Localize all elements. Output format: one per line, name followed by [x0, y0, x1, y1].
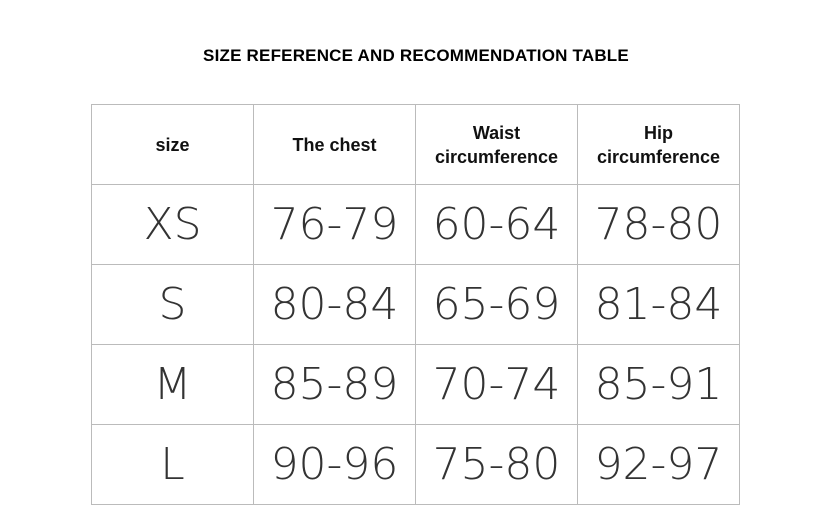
size-table: size The chest Waist circumference Hip circ… [91, 104, 740, 505]
cell: S [91, 264, 254, 345]
cell: L [91, 424, 254, 505]
cell: 80-84 [253, 264, 416, 345]
cell: 70-74 [415, 344, 578, 425]
header-cell: Hip circumference [577, 104, 740, 185]
row: XS 76-79 60-64 78-80 [91, 184, 740, 265]
row: S 80-84 65-69 81-84 [91, 264, 740, 345]
header-cell: Waist circumference [415, 104, 578, 185]
row: L 90-96 75-80 92-97 [91, 424, 740, 505]
cell: XS [91, 184, 254, 265]
title: SIZE REFERENCE AND RECOMMENDATION TABLE [203, 46, 629, 65]
header-cell: The chest [253, 104, 416, 185]
cell: 65-69 [415, 264, 578, 345]
cell: 81-84 [577, 264, 740, 345]
table-body: XS 76-79 60-64 78-80 S 80-84 65-69 81-84 M 85-89 7… [91, 184, 740, 505]
cell: 60-64 [415, 184, 578, 265]
cell: 92-97 [577, 424, 740, 505]
header-cell: size [91, 104, 254, 185]
cell: M [91, 344, 254, 425]
cell: 90-96 [253, 424, 416, 505]
cell: 78-80 [577, 184, 740, 265]
cell: 85-91 [577, 344, 740, 425]
cell: 75-80 [415, 424, 578, 505]
row: M 85-89 70-74 85-91 [91, 344, 740, 425]
cell: 85-89 [253, 344, 416, 425]
header-row: size The chest Waist circumference Hip circ… [91, 104, 740, 185]
cell: 76-79 [253, 184, 416, 265]
